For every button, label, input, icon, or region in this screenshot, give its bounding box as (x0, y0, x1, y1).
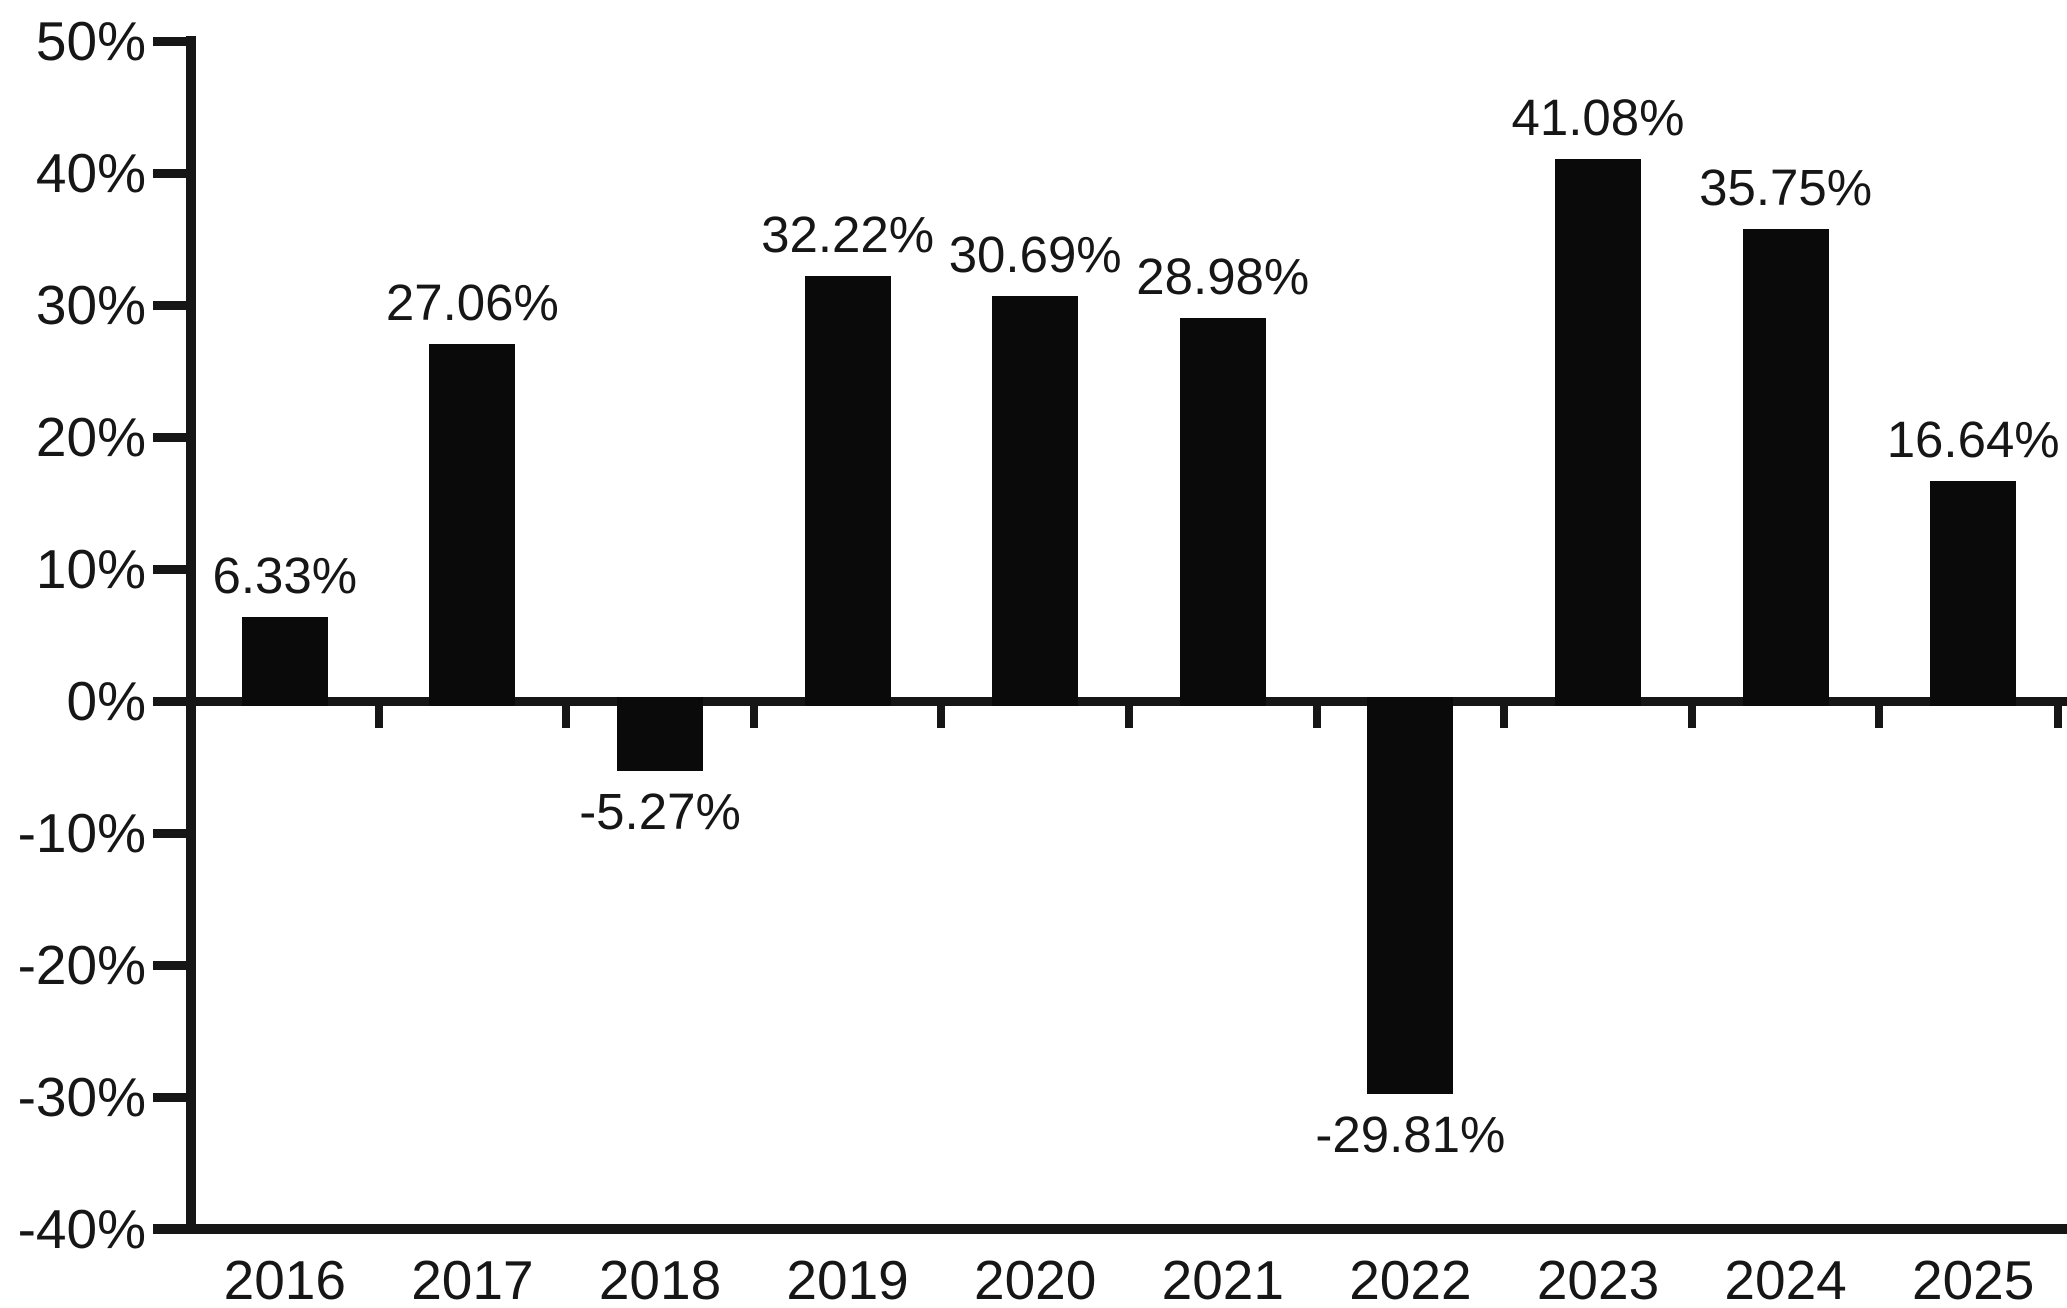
x-tick (1687, 701, 1696, 728)
y-tick-label: 20% (35, 406, 146, 468)
y-tick (153, 1224, 191, 1234)
x-tick (1500, 701, 1509, 728)
bar (617, 697, 703, 771)
x-category-label: 2020 (974, 1249, 1097, 1308)
bottom-axis-line (153, 1224, 2067, 1234)
y-axis-line (186, 36, 196, 1234)
bar (241, 617, 328, 706)
y-tick-label: -40% (17, 1198, 146, 1260)
x-tick (749, 701, 758, 728)
x-tick (2054, 701, 2062, 728)
bar (1555, 158, 1641, 706)
bar-value-label: -5.27% (579, 782, 741, 840)
y-tick (153, 168, 191, 178)
y-tick-label: -10% (17, 802, 146, 864)
bar-value-label: -29.81% (1315, 1106, 1506, 1164)
y-tick (153, 564, 191, 574)
x-category-label: 2021 (1161, 1249, 1284, 1308)
bar-value-label: 32.22% (761, 205, 935, 263)
bar-value-label: 35.75% (1699, 159, 1873, 217)
bar (1179, 318, 1266, 706)
x-category-label: 2023 (1536, 1249, 1660, 1308)
y-tick (153, 960, 191, 970)
bar-value-label: 27.06% (385, 273, 559, 331)
x-tick (374, 701, 383, 728)
x-category-label: 2017 (411, 1249, 534, 1308)
y-tick-label: 0% (66, 670, 147, 732)
y-tick (153, 1092, 191, 1102)
bar-value-label: 6.33% (212, 547, 358, 605)
y-tick (153, 696, 191, 706)
x-category-label: 2018 (598, 1249, 722, 1308)
bar (1930, 481, 2017, 706)
bar-value-label: 41.08% (1511, 88, 1685, 146)
y-tick-label: -20% (17, 934, 146, 996)
y-tick (153, 300, 191, 310)
bar-value-label: 16.64% (1886, 411, 2060, 469)
x-category-label: 2024 (1724, 1249, 1847, 1308)
y-tick-label: -30% (17, 1066, 146, 1128)
x-category-label: 2025 (1912, 1249, 2035, 1308)
y-tick-label: 30% (35, 274, 146, 336)
y-tick (153, 36, 191, 46)
x-tick (937, 701, 946, 728)
bar (992, 295, 1079, 706)
bar (429, 343, 516, 706)
bar (1742, 229, 1829, 706)
bar (1367, 697, 1454, 1095)
x-tick (1125, 701, 1133, 728)
bar-value-label: 30.69% (948, 225, 1122, 283)
x-tick (1875, 701, 1884, 728)
x-category-label: 2022 (1349, 1249, 1472, 1308)
x-tick (1312, 701, 1321, 728)
y-tick (153, 432, 191, 442)
y-tick-label: 40% (35, 142, 146, 204)
bar (804, 275, 891, 706)
bar-value-label: 28.98% (1136, 248, 1310, 306)
x-category-label: 2016 (223, 1249, 346, 1308)
y-tick-label: 10% (35, 538, 146, 600)
y-tick-label: 50% (35, 10, 146, 72)
x-category-label: 2019 (786, 1249, 909, 1308)
x-tick (562, 701, 571, 728)
y-tick (153, 828, 191, 838)
